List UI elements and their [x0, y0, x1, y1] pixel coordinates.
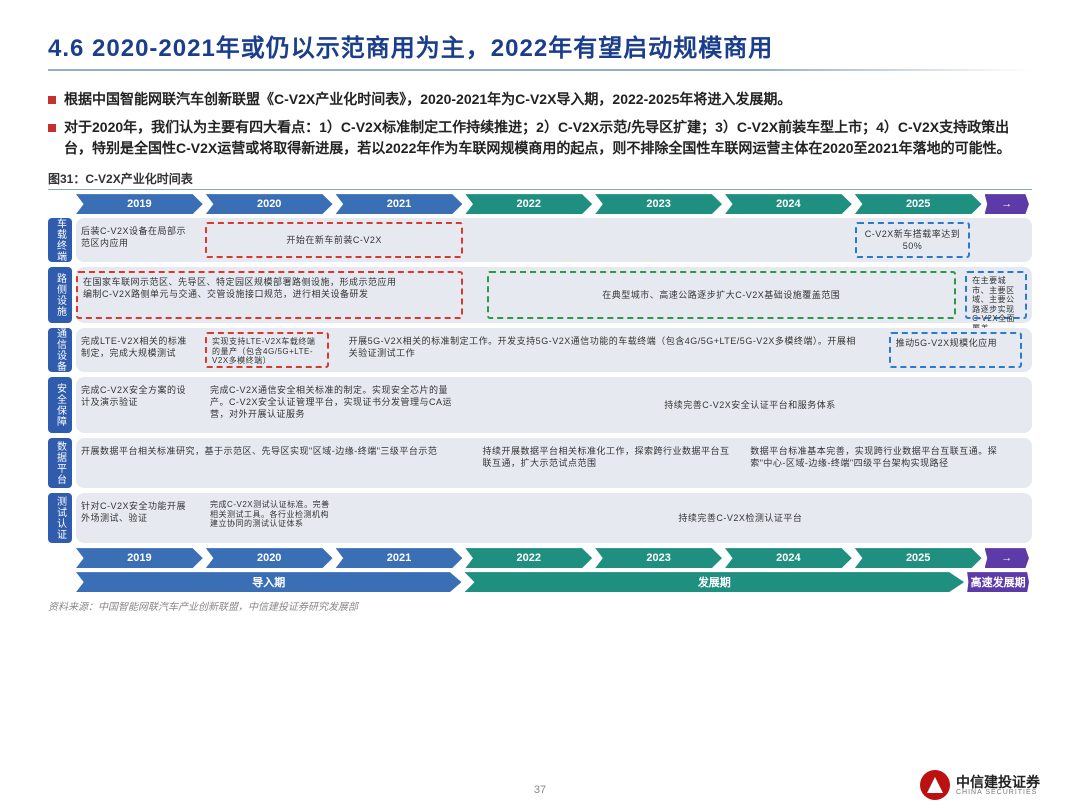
company-logo: 中信建投证券 CHINA SECURITIES: [920, 770, 1040, 800]
lane-track: 针对C-V2X安全功能开展外场测试、验证完成C-V2X测试认证标准。完善相关测试…: [76, 493, 1032, 543]
phase-tab: 发展期: [464, 572, 964, 592]
year-tab: 2024: [725, 548, 852, 568]
year-tab: 2022: [465, 194, 592, 214]
lane-track: 开展数据平台相关标准研究，基于示范区、先导区实现"区域-边缘-终端"三级平台示范…: [76, 438, 1032, 488]
timeline-box: 在主要城市、主要区域、主要公路逐步实现C-V2X全面覆盖: [965, 271, 1027, 319]
timeline-box: 开始在新车前装C-V2X: [205, 222, 463, 258]
year-tab: 2020: [206, 194, 333, 214]
year-tab: 2023: [595, 548, 722, 568]
year-tab: 2020: [206, 548, 333, 568]
timeline-box: 完成C-V2X安全方案的设计及演示验证: [76, 381, 200, 429]
timeline-box: 持续完善C-V2X安全认证平台和服务体系: [487, 381, 1013, 429]
year-tab: 2022: [465, 548, 592, 568]
bullet-text: 根据中国智能网联汽车创新联盟《C-V2X产业化时间表》，2020-2021年为C…: [64, 89, 791, 111]
bullet-icon: [48, 96, 56, 104]
lane-label: 测试认证: [48, 493, 72, 543]
lane-label: 车载终端: [48, 218, 72, 262]
year-tab: 2025: [855, 194, 982, 214]
timeline-box: 在国家车联网示范区、先导区、特定园区规模部署路侧设施，形成示范应用编制C-V2X…: [76, 271, 463, 319]
timeline-box: 完成C-V2X通信安全相关标准的制定。实现安全芯片的量产。C-V2X安全认证管理…: [205, 381, 463, 429]
timeline-box: 针对C-V2X安全功能开展外场测试、验证: [76, 497, 200, 539]
title-rule: [48, 69, 1032, 71]
logo-icon: [920, 770, 950, 800]
lane-track: 在国家车联网示范区、先导区、特定园区规模部署路侧设施，形成示范应用编制C-V2X…: [76, 267, 1032, 323]
year-header-top: 2019202020212022202320242025→: [76, 194, 1032, 214]
timeline-chart: 2019202020212022202320242025→ 车载终端后装C-V2…: [48, 194, 1032, 592]
year-tab: →: [985, 548, 1029, 568]
lane-track: 后装C-V2X设备在局部示范区内应用开始在新车前装C-V2X C-V2X新车搭载率…: [76, 218, 1032, 262]
timeline-box: 推动5G-V2X规模化应用: [889, 332, 1023, 368]
bullet-list: 根据中国智能网联汽车创新联盟《C-V2X产业化时间表》，2020-2021年为C…: [48, 89, 1032, 160]
year-tab: 2024: [725, 194, 852, 214]
timeline-box: 完成C-V2X测试认证标准。完善相关测试工具。各行业检测机构建立协同的测试认证体…: [205, 497, 339, 539]
phase-row: 导入期发展期高速发展期: [76, 572, 1032, 592]
lane-label: 通信设备: [48, 328, 72, 372]
timeline-box: 在典型城市、高速公路逐步扩大C-V2X基础设施覆盖范围: [487, 271, 955, 319]
phase-tab: 高速发展期: [967, 572, 1029, 592]
lane-track: 完成LTE-V2X相关的标准制定，完成大规模测试实现支持LTE-V2X车载终端的…: [76, 328, 1032, 372]
logo-sub: CHINA SECURITIES: [956, 789, 1040, 796]
year-tab: 2023: [595, 194, 722, 214]
bullet-icon: [48, 124, 56, 132]
page-number: 37: [0, 784, 1080, 796]
page-title: 4.6 2020-2021年或仍以示范商用为主，2022年有望启动规模商用: [48, 28, 1032, 63]
lane-label: 路侧设施: [48, 267, 72, 323]
timeline-box: 持续开展数据平台相关标准化工作，探索跨行业数据平台互联互通，扩大示范试点范围: [478, 442, 736, 484]
phase-tab: 导入期: [76, 572, 461, 592]
timeline-box: 开展数据平台相关标准研究，基于示范区、先导区实现"区域-边缘-终端"三级平台示范: [76, 442, 458, 484]
bullet-text: 对于2020年，我们认为主要有四大看点：1）C-V2X标准制定工作持续推进；2）…: [64, 117, 1032, 160]
swim-lanes: 车载终端后装C-V2X设备在局部示范区内应用开始在新车前装C-V2X C-V2X新…: [48, 218, 1032, 543]
year-tab: 2025: [855, 548, 982, 568]
figure-title: 图31：C-V2X产业化时间表: [48, 170, 1032, 190]
timeline-box: 开展5G-V2X相关的标准制定工作。开发支持5G-V2X通信功能的车载终端（包含…: [344, 332, 870, 368]
year-tab: 2019: [76, 548, 203, 568]
logo-name: 中信建投证券: [956, 775, 1040, 789]
timeline-box: 完成LTE-V2X相关的标准制定，完成大规模测试: [76, 332, 200, 368]
timeline-box: 数据平台标准基本完善，实现跨行业数据平台互联互通。探索"中心-区域-边缘-终端"…: [745, 442, 1022, 484]
timeline-box: 持续完善C-V2X检测认证平台: [478, 497, 1004, 539]
year-tab: 2019: [76, 194, 203, 214]
lane-label: 数据平台: [48, 438, 72, 488]
timeline-box: 后装C-V2X设备在局部示范区内应用: [76, 222, 200, 258]
source-text: 资料来源：中国智能网联汽车产业创新联盟，中信建投证券研究发展部: [48, 598, 1032, 613]
year-tab: →: [985, 194, 1029, 214]
year-tab: 2021: [336, 194, 463, 214]
year-header-bottom: 2019202020212022202320242025→: [76, 548, 1032, 568]
lane-label: 安全保障: [48, 377, 72, 433]
timeline-box: C-V2X新车搭载率达到50%: [855, 222, 970, 258]
lane-track: 完成C-V2X安全方案的设计及演示验证完成C-V2X通信安全相关标准的制定。实现…: [76, 377, 1032, 433]
timeline-box: 实现支持LTE-V2X车载终端的量产（包含4G/5G+LTE-V2X多模终端）: [205, 332, 329, 368]
year-tab: 2021: [336, 548, 463, 568]
